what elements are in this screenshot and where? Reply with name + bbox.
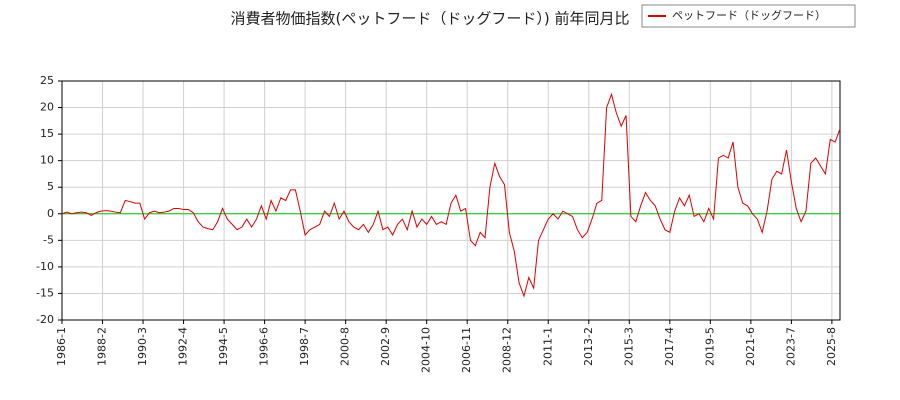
legend-box — [641, 4, 856, 28]
legend: ペットフード（ドッグフード） — [641, 4, 856, 28]
x-tick-label: 2006-11 — [460, 327, 473, 373]
x-tick-label: 1986-1 — [55, 327, 68, 366]
plot-frame — [61, 80, 841, 321]
y-tick-label: -5 — [43, 233, 54, 246]
y-tick-label: 0 — [47, 207, 54, 220]
x-tick-label: 2011-1 — [541, 327, 554, 366]
x-tick-label: 1994-5 — [217, 327, 230, 366]
data-line — [61, 92, 841, 298]
y-tick-label: 15 — [40, 127, 54, 140]
y-tick-label: -15 — [36, 286, 54, 299]
chart-title: 消費者物価指数(ペットフード（ドッグフード）) 前年同月比 — [231, 10, 630, 28]
x-tick-label: 2025-8 — [825, 327, 838, 366]
x-tick-label: 2017-4 — [663, 327, 676, 366]
x-tick-label: 2008-12 — [501, 327, 514, 373]
x-tick-label: 1988-2 — [96, 327, 109, 366]
x-tick-label: 1990-3 — [136, 327, 149, 366]
x-tick-label: 2000-8 — [339, 327, 352, 366]
x-tick-label: 2019-5 — [703, 327, 716, 366]
y-tick-label: -20 — [36, 313, 54, 326]
x-tick-label: 2004-10 — [420, 327, 433, 373]
x-tick-label: 2013-2 — [582, 327, 595, 366]
y-tick-label: 10 — [40, 154, 54, 167]
y-tick-label: 20 — [40, 101, 54, 114]
legend-label: ペットフード（ドッグフード） — [672, 8, 826, 22]
y-tick-label: -10 — [36, 260, 54, 273]
x-tick-label: 2021-6 — [744, 327, 757, 366]
y-tick-label: 25 — [40, 74, 54, 87]
x-tick-label: 2015-3 — [622, 327, 635, 366]
x-tick-label: 1998-7 — [298, 327, 311, 366]
x-tick-label: 1992-4 — [177, 327, 190, 366]
x-tick-label: 2023-7 — [784, 327, 797, 366]
x-tick-label: 1996-6 — [258, 327, 271, 366]
x-tick-label: 2002-9 — [379, 327, 392, 366]
y-tick-label: 5 — [47, 180, 54, 193]
